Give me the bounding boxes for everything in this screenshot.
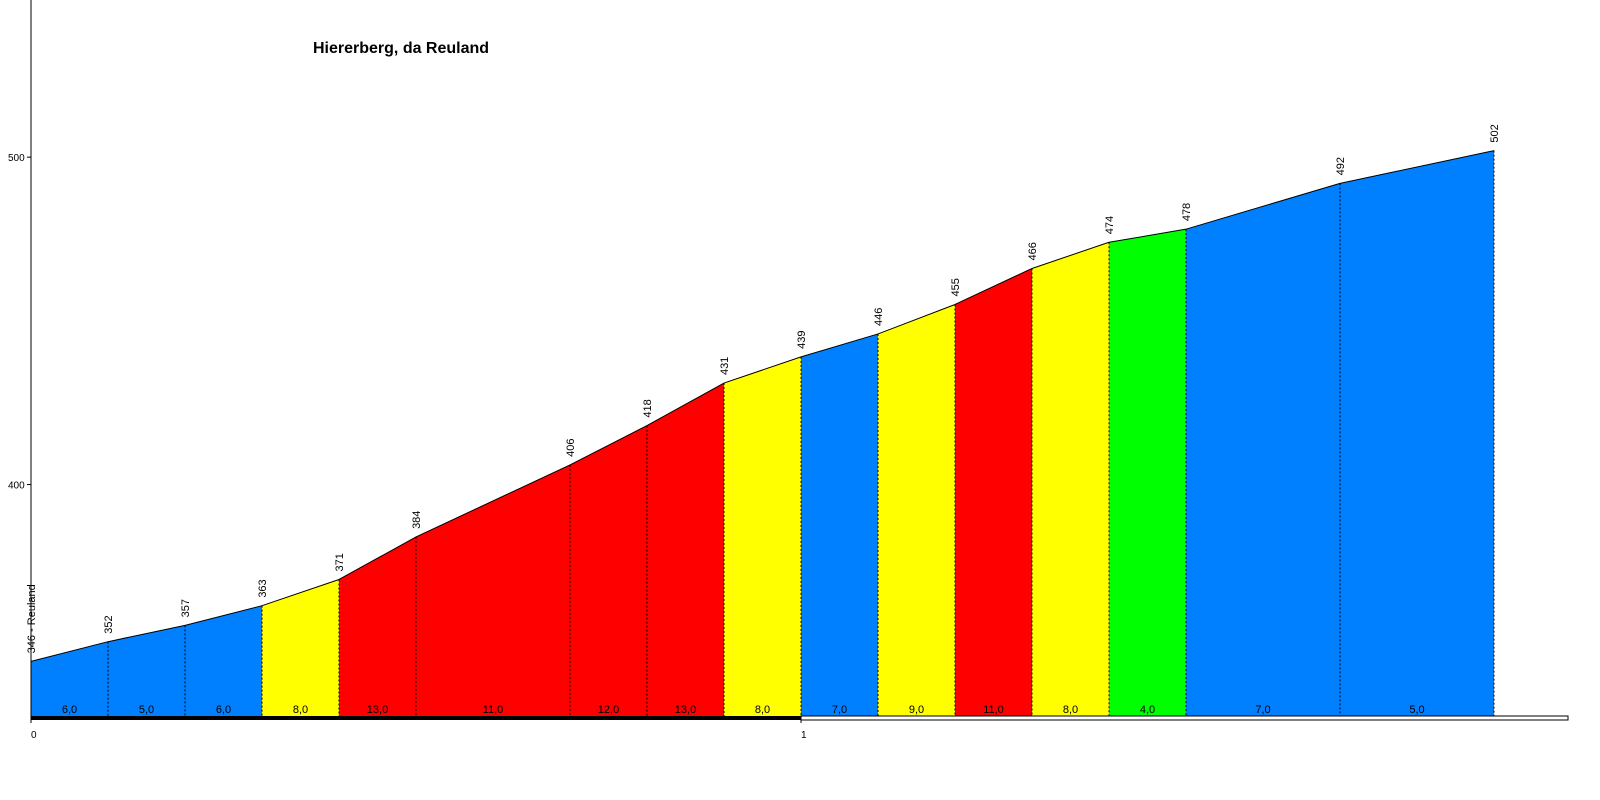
profile-segment bbox=[185, 605, 262, 717]
profile-edge bbox=[184, 605, 263, 626]
y-tick-label: 500 bbox=[8, 153, 25, 164]
profile-segment bbox=[647, 383, 724, 717]
profile-edge bbox=[723, 356, 802, 384]
elevation-label: 446 bbox=[873, 308, 885, 326]
profile-edge bbox=[261, 579, 340, 607]
elevation-label: 371 bbox=[334, 553, 346, 571]
gradient-label: 13,0 bbox=[367, 704, 388, 716]
elevation-label: 418 bbox=[642, 399, 654, 417]
profile-segment bbox=[801, 333, 878, 717]
profile-segment bbox=[262, 579, 339, 717]
gradient-label: 7,0 bbox=[1255, 704, 1270, 716]
gradient-label: 8,0 bbox=[755, 704, 770, 716]
profile-edge bbox=[1185, 182, 1341, 230]
scale-bar-white bbox=[800, 715, 1569, 721]
chart-title: Hiererberg, da Reuland bbox=[313, 40, 489, 57]
gradient-label: 5,0 bbox=[139, 704, 154, 716]
profile-segment bbox=[955, 268, 1032, 717]
x-tick-label: 0 bbox=[31, 730, 37, 741]
gradient-label: 9,0 bbox=[909, 704, 924, 716]
profile-segment bbox=[339, 536, 416, 717]
gradient-label: 7,0 bbox=[832, 704, 847, 716]
gradient-label: 11,0 bbox=[483, 704, 504, 716]
elevation-label: 455 bbox=[950, 278, 962, 296]
elevation-label: 502 bbox=[1489, 124, 1501, 142]
elevation-label: 439 bbox=[796, 331, 808, 349]
profile-segment bbox=[1109, 229, 1186, 717]
elevation-label: 474 bbox=[1104, 216, 1116, 234]
gradient-label: 6,0 bbox=[62, 704, 77, 716]
profile-edge bbox=[954, 268, 1033, 305]
profile-edge bbox=[1108, 228, 1187, 243]
profile-edge bbox=[569, 425, 648, 466]
elevation-label: 346 - Reuland bbox=[26, 584, 38, 653]
profile-segment bbox=[724, 356, 801, 717]
gradient-label: 12,0 bbox=[598, 704, 619, 716]
elevation-label: 363 bbox=[257, 579, 269, 597]
profile-edge bbox=[107, 624, 186, 643]
profile-edge bbox=[1339, 150, 1495, 184]
elevation-label: 352 bbox=[103, 615, 115, 633]
elevation-label: 406 bbox=[565, 439, 577, 457]
gradient-label: 4,0 bbox=[1140, 704, 1155, 716]
elevation-label: 384 bbox=[411, 511, 423, 529]
y-tick-label: 400 bbox=[8, 481, 25, 492]
profile-edge bbox=[338, 536, 417, 580]
x-tick-label: 1 bbox=[801, 730, 807, 741]
profile-segment bbox=[1032, 242, 1109, 717]
gradient-label: 13,0 bbox=[675, 704, 696, 716]
profile-edge bbox=[877, 304, 956, 335]
profile-segment bbox=[878, 304, 955, 717]
gradient-label: 8,0 bbox=[1063, 704, 1078, 716]
profile-edge bbox=[646, 382, 725, 427]
elevation-label: 492 bbox=[1335, 157, 1347, 175]
profile-segment bbox=[1340, 150, 1494, 718]
gradient-label: 6,0 bbox=[216, 704, 231, 716]
gradient-label: 5,0 bbox=[1409, 704, 1424, 716]
profile-edge bbox=[415, 464, 571, 538]
profile-segment bbox=[31, 641, 108, 717]
gradient-label: 11,0 bbox=[983, 704, 1004, 716]
elevation-label: 357 bbox=[180, 599, 192, 617]
profile-edge bbox=[30, 641, 109, 662]
profile-segment bbox=[1186, 183, 1340, 717]
profile-segment bbox=[108, 625, 185, 717]
profile-segment bbox=[416, 464, 570, 717]
elevation-label: 478 bbox=[1181, 203, 1193, 221]
elevation-label: 431 bbox=[719, 357, 731, 375]
elevation-label: 466 bbox=[1027, 242, 1039, 260]
profile-edge bbox=[1031, 241, 1110, 269]
gradient-label: 8,0 bbox=[293, 704, 308, 716]
scale-bar-black bbox=[31, 716, 801, 720]
profile-edge bbox=[800, 333, 879, 358]
profile-segment bbox=[570, 425, 647, 717]
